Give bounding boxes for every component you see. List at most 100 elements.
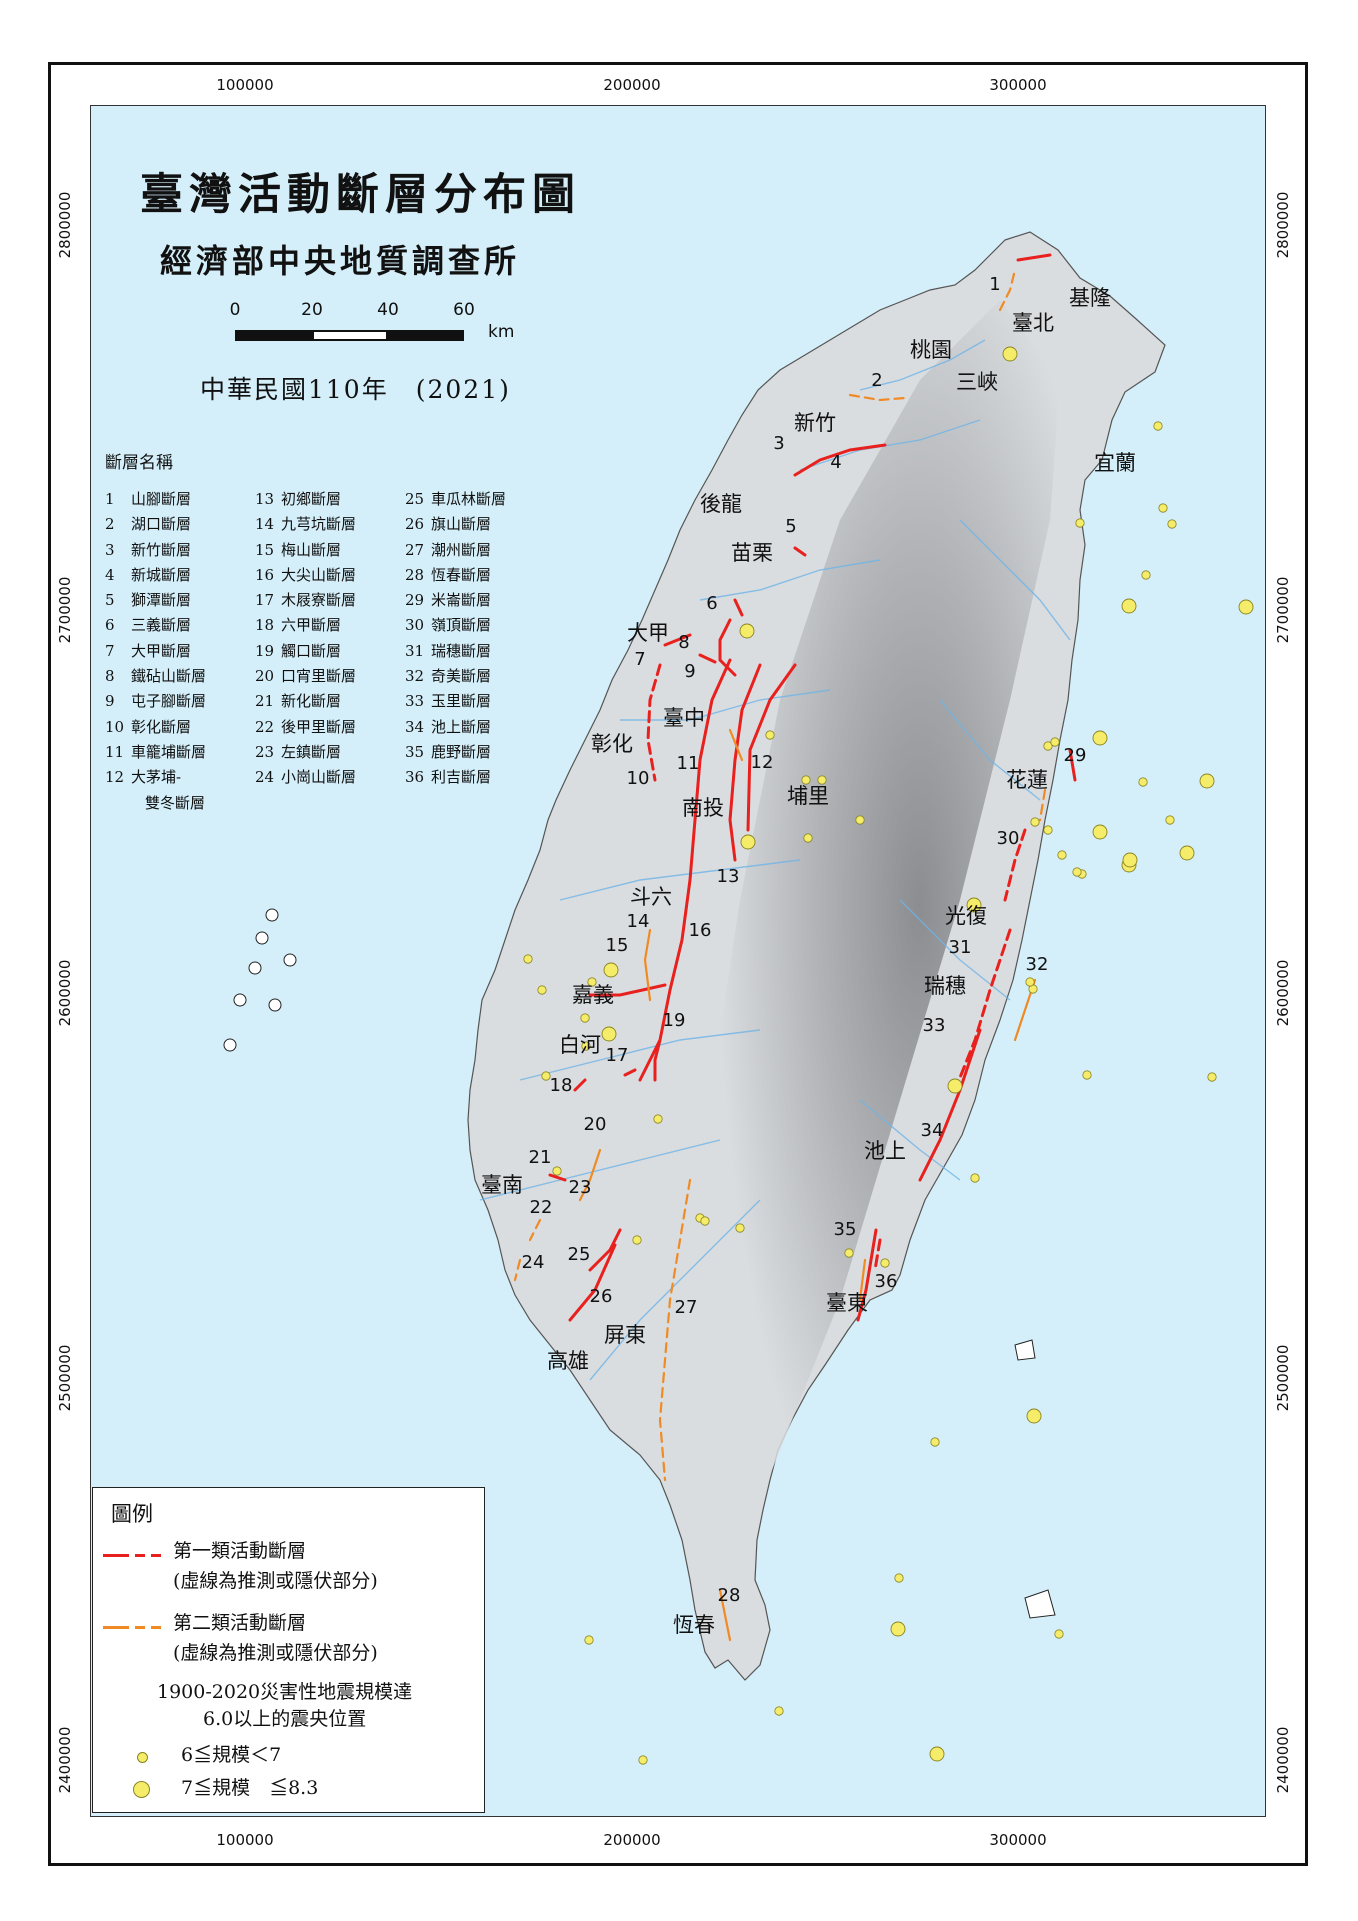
fault-list-item: 36 利吉斷層: [405, 765, 555, 790]
fault-list-number: 3: [105, 540, 115, 559]
fault-list-name: 新化斷層: [281, 692, 342, 711]
fault-list-name: 屯子腳斷層: [131, 692, 207, 711]
fault-list-number: 14: [255, 515, 275, 534]
place-name: 基隆: [1069, 286, 1111, 310]
place-name: 池上: [864, 1139, 906, 1163]
penghu-island: [233, 993, 247, 1007]
place-name: 屏東: [604, 1323, 646, 1347]
scale-label-0: 0: [229, 300, 241, 320]
place-name: 三峽: [956, 370, 998, 394]
fault-number-label: 34: [921, 1120, 944, 1141]
quake-epicenter-small: [1141, 570, 1151, 580]
fault-list-item: 22 後甲里斷層: [255, 715, 405, 740]
fault-list-name: 觸口斷層: [281, 641, 342, 660]
fault-list-name: 嶺頂斷層: [431, 616, 492, 635]
river: [620, 689, 831, 721]
fault-list-number: 22: [255, 717, 275, 736]
fault-number-label: 31: [949, 937, 972, 958]
fault-list-name: 後甲里斷層: [281, 717, 357, 736]
fault-class1: [698, 653, 717, 664]
penghu-island: [223, 1038, 237, 1052]
fault-list-item: 2 湖口斷層: [105, 512, 255, 537]
quake-epicenter-small: [774, 1706, 784, 1716]
fault-class1: [638, 658, 732, 1082]
place-name: 臺北: [1012, 311, 1054, 335]
fault-list-number: 33: [405, 692, 425, 711]
fault-list-number: 31: [405, 641, 425, 660]
fault-list-item: 21 新化斷層: [255, 689, 405, 714]
fault-list-name: 木屐寮斷層: [281, 591, 357, 610]
river: [939, 699, 1041, 801]
fault-list-name: 車籠埔斷層: [131, 742, 207, 761]
fault-list-item: 24 小崗山斷層: [255, 765, 405, 790]
fault-list-item: 3 新竹斷層: [105, 538, 255, 563]
quake-epicenter-large: [890, 1621, 906, 1637]
quake-epicenter-small: [638, 1755, 648, 1765]
fault-list-name: 米崙斷層: [431, 591, 492, 610]
fault-list-number: 21: [255, 692, 275, 711]
grid-label-y-right: 2500000: [1274, 1345, 1292, 1412]
quake-epicenter-small: [1153, 421, 1163, 431]
scale-label-40: 40: [377, 300, 399, 320]
fault-number-label: 20: [584, 1114, 607, 1135]
fault-list-item: 14 九芎坑斷層: [255, 512, 405, 537]
grid-label-x-bottom: 300000: [989, 1831, 1046, 1849]
fault-class1: [918, 1028, 982, 1182]
place-name: 埔里: [787, 784, 829, 808]
fault-list-number: 1: [105, 490, 115, 508]
fault-list-item: 30 嶺頂斷層: [405, 613, 555, 638]
quake-epicenter-small: [801, 775, 811, 785]
river: [519, 1029, 761, 1081]
fault-name-list: 斷層名稱 1 山腳斷層 2 湖口斷層 3 新竹斷層 4 新城斷層 5 獅潭斷層 6 三義斷層 7 大甲斷層…: [105, 448, 555, 816]
quake-epicenter-large: [947, 1078, 963, 1094]
fault-number-label: 11: [677, 753, 700, 774]
fault-class1: [663, 633, 692, 647]
fault-list-number: 11: [105, 742, 125, 761]
map-title: 臺灣活動斷層分布圖: [140, 170, 581, 220]
quake-epicenter-small: [735, 1223, 745, 1233]
penghu-island: [248, 961, 262, 975]
fault-list-name: 池上斷層: [431, 717, 492, 736]
fault-list-number: 9: [105, 692, 115, 711]
quake-epicenter-small: [803, 833, 813, 843]
quake-epicenter-small: [817, 775, 827, 785]
fault-list-item: 25 車瓜林斷層: [405, 487, 555, 512]
legend-class2-solid: [103, 1626, 129, 1629]
fault-list-item: 12 大茅埔-: [105, 765, 255, 790]
place-name: 大甲: [627, 621, 669, 645]
quake-epicenter-small: [1138, 777, 1148, 787]
legend-class1-dash: [151, 1554, 161, 1557]
fault-list-number: 30: [405, 616, 425, 635]
fault-number-label: 28: [718, 1585, 741, 1606]
fault-list-item: 5 獅潭斷層: [105, 588, 255, 613]
fault-list-name: 鐵砧山斷層: [131, 667, 207, 686]
legend-class1-solid: [103, 1554, 129, 1557]
grid-label-x-bottom: 100000: [216, 1831, 273, 1849]
quake-epicenter-large: [1002, 346, 1018, 362]
grid-label-y-right: 2800000: [1274, 192, 1292, 259]
quake-epicenter-small: [1075, 518, 1085, 528]
fault-number-label: 26: [590, 1286, 613, 1307]
place-name: 新竹: [794, 411, 836, 435]
fault-list-name: 鹿野斷層: [431, 742, 492, 761]
legend-quake-large-label: 7≦規模 ≦8.3: [181, 1777, 319, 1799]
fault-number-label: 10: [627, 768, 650, 789]
fault-list-name: 旗山斷層: [431, 515, 492, 534]
fault-class1: [573, 1078, 587, 1092]
fault-list-number: 18: [255, 616, 275, 635]
fault-number-label: 30: [997, 828, 1020, 849]
map-organization: 經濟部中央地質調查所: [160, 242, 521, 280]
quake-epicenter-small: [1050, 737, 1060, 747]
fault-list-number: 4: [105, 565, 115, 584]
fault-class1: [646, 663, 662, 782]
scale-label-20: 20: [301, 300, 323, 320]
fault-list-name: 大甲斷層: [131, 641, 192, 660]
legend-class2-label: 第二類活動斷層: [173, 1612, 307, 1634]
quake-epicenter-small: [1207, 1072, 1217, 1082]
fault-list-number: 26: [405, 515, 425, 534]
fault-class2: [998, 268, 1017, 312]
grid-label-y-left: 2400000: [56, 1727, 74, 1794]
place-name: 白河: [559, 1033, 601, 1057]
fault-list-number: 6: [105, 616, 115, 635]
quake-epicenter-large: [601, 1026, 617, 1042]
